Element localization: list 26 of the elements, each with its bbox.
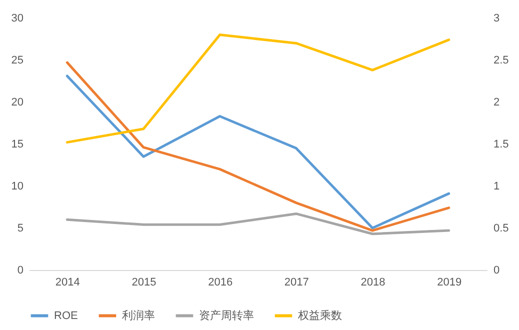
y2-tick-label: 3 xyxy=(494,12,500,24)
y-tick-label: 10 xyxy=(11,180,24,192)
y2-tick-label: 0 xyxy=(494,264,500,276)
x-tick-label: 2017 xyxy=(284,276,309,288)
legend-label: 权益乘数 xyxy=(297,308,342,322)
y2-tick-label: 2 xyxy=(494,96,500,108)
y-tick-label: 15 xyxy=(11,138,24,150)
y2-tick-label: 0.5 xyxy=(494,222,509,234)
y-tick-label: 25 xyxy=(11,54,24,66)
y2-tick-label: 1 xyxy=(494,180,500,192)
y-tick-label: 20 xyxy=(11,96,24,108)
legend-label: ROE xyxy=(54,310,78,322)
legend-label: 资产周转率 xyxy=(199,308,254,322)
x-tick-label: 2019 xyxy=(437,276,462,288)
y-tick-label: 0 xyxy=(17,264,24,276)
legend-label: 利润率 xyxy=(122,308,155,322)
x-tick-label: 2015 xyxy=(132,276,156,288)
y2-tick-label: 2.5 xyxy=(494,54,509,66)
y-tick-label: 5 xyxy=(17,222,24,234)
line-series xyxy=(66,34,450,144)
x-tick-label: 2016 xyxy=(208,276,233,288)
line-series xyxy=(66,212,450,236)
y2-tick-label: 1.5 xyxy=(494,138,509,150)
x-tick-label: 2018 xyxy=(360,276,386,288)
x-tick-label: 2014 xyxy=(55,276,80,288)
y-tick-label: 30 xyxy=(11,12,24,24)
